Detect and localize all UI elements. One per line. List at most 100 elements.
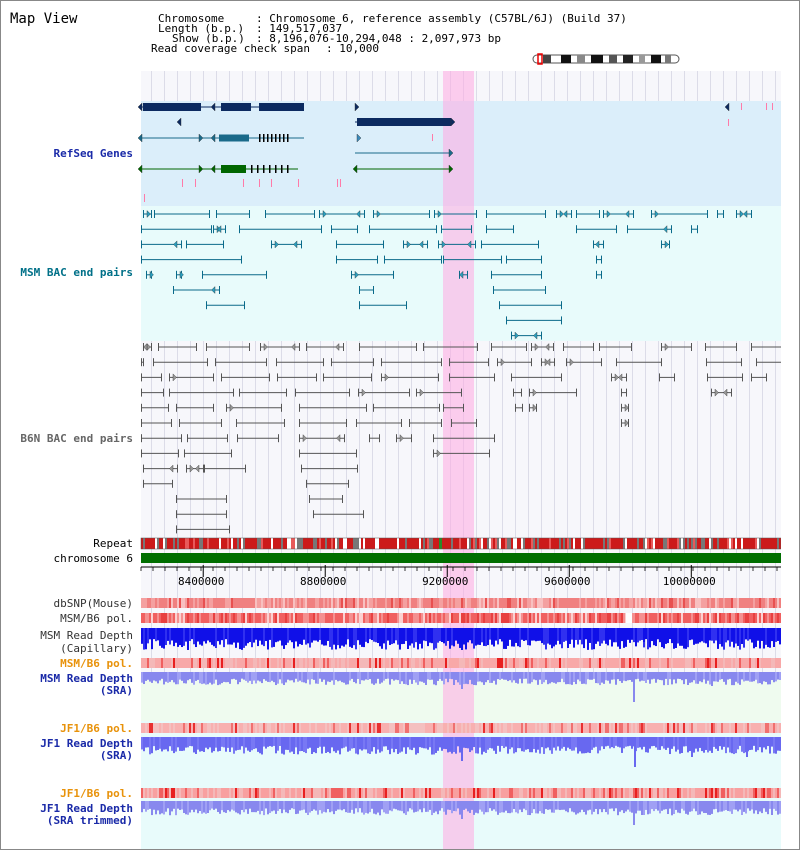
msm-cap-depth-bar [601, 628, 603, 644]
jf1-sra-depth-bar [383, 737, 385, 747]
msm-sra-depth-bar [659, 672, 661, 680]
label-dbsnp[interactable]: dbSNP(Mouse) [53, 597, 133, 610]
grid-line [762, 71, 763, 849]
jf1-trim-depth-bar [207, 801, 209, 813]
msm-pol-cell [581, 613, 583, 623]
dbsnp-cell [421, 598, 423, 608]
jf1-trim-depth-bar [197, 801, 199, 814]
gene-exon [275, 165, 277, 173]
jf1-pol2-cell [441, 788, 443, 798]
jf1-trim-depth-bar [543, 801, 545, 814]
msm-sra-depth-bar [597, 672, 599, 684]
b6n-bac-pair-end [358, 388, 359, 397]
msm-pol2-cell [525, 658, 527, 668]
msm-pol-cell [557, 613, 559, 623]
label-b6n-bac[interactable]: B6N BAC end pairs [20, 432, 133, 445]
msm-pol2-cell [255, 658, 257, 668]
label-chromosome[interactable]: chromosome 6 [53, 552, 133, 565]
msm-sra-depth-bar [549, 672, 551, 684]
jf1-pol2-cell [687, 788, 689, 798]
msm-sra-depth-bar [425, 672, 427, 685]
repeat-mark [557, 538, 559, 549]
label-jf1-b6-pol-1[interactable]: JF1/B6 pol. [60, 722, 133, 735]
repeat-mark [569, 538, 571, 549]
repeat-mark [363, 538, 365, 549]
msm-pol-cell [753, 613, 755, 623]
jf1-pol2-cell [189, 788, 191, 798]
jf1-sra-depth-bar [649, 737, 651, 749]
jf1-trim-depth-bar [447, 801, 449, 810]
jf1-trim-depth-bar [619, 801, 621, 812]
msm-sra-depth-bar [587, 672, 589, 680]
label-msm-b6-pol-1[interactable]: MSM/B6 pol. [60, 612, 133, 625]
repeat-mark [267, 538, 269, 549]
msm-pol-cell [151, 613, 153, 623]
jf1-pol-cell [745, 723, 747, 733]
grid-line [359, 71, 360, 849]
msm-cap-depth-bar [395, 628, 397, 641]
msm-sra-depth-bar [395, 672, 397, 680]
selected-region-highlight[interactable] [443, 71, 474, 849]
grid-line [684, 71, 685, 849]
jf1-pol2-cell [587, 788, 589, 798]
dbsnp-cell [669, 598, 671, 608]
msm-pol2-cell [487, 658, 489, 668]
jf1-trim-depth-bar [593, 801, 595, 812]
b6n-bac-pair-end [323, 373, 324, 382]
b6n-bac-pair-end [357, 464, 358, 473]
msm-sra-depth-bar [635, 672, 637, 680]
repeat-mark [209, 538, 211, 549]
msm-cap-depth-bar [745, 628, 747, 640]
jf1-trim-depth-bar [193, 801, 195, 813]
label-jf1-depth-trim-1[interactable]: JF1 Read Depth [40, 802, 133, 815]
dbsnp-cell [431, 598, 433, 608]
msm-pol-cell [235, 613, 237, 623]
strand-arrow [500, 358, 505, 367]
msm-pol2-cell [641, 658, 643, 668]
msm-pol-cell [279, 613, 281, 623]
snp-tick [243, 179, 244, 187]
label-repeat[interactable]: Repeat [93, 537, 133, 550]
msm-pol2-cell [557, 658, 559, 668]
msm-pol2-cell [301, 658, 303, 668]
jf1-trim-depth-bar [589, 801, 591, 810]
label-msm-depth-sra-1[interactable]: MSM Read Depth [40, 672, 133, 685]
label-msm-depth-capillary-1[interactable]: MSM Read Depth [40, 629, 133, 642]
jf1-pol-cell [253, 723, 255, 733]
jf1-trim-depth-bar [777, 801, 779, 815]
msm-cap-depth-bar [367, 628, 369, 644]
jf1-pol2-cell [151, 788, 153, 798]
repeat-mark [193, 538, 195, 549]
msm-pol2-cell [203, 658, 205, 668]
repeat-mark [365, 538, 367, 549]
msm-pol2-cell [185, 658, 187, 668]
msm-cap-depth-bar [405, 628, 407, 642]
b6n-bac-pair-end [359, 343, 360, 351]
strand-arrow [172, 373, 177, 382]
msm-pol2-cell [579, 658, 581, 668]
b6n-bac-pair-end [463, 403, 464, 412]
label-refseq-genes[interactable]: RefSeq Genes [53, 147, 133, 160]
label-jf1-depth-sra-1[interactable]: JF1 Read Depth [40, 737, 133, 750]
jf1-pol-cell [471, 723, 473, 733]
msm-pol-cell [439, 613, 441, 623]
jf1-pol2-cell [771, 788, 773, 798]
jf1-sra-depth-bar [393, 737, 395, 753]
jf1-pol-cell [227, 723, 229, 733]
msm-cap-depth-bar [733, 628, 735, 648]
msm-bac-pair-end [671, 225, 672, 234]
msm-pol2-cell [573, 658, 575, 668]
msm-cap-depth-bar [641, 628, 643, 640]
label-msm-b6-pol-2[interactable]: MSM/B6 pol. [60, 657, 133, 670]
b6n-bac-pair-end [295, 388, 296, 397]
length-value: : 149,517,037 [256, 22, 343, 35]
label-msm-bac[interactable]: MSM BAC end pairs [20, 266, 133, 279]
msm-cap-depth-bar [365, 628, 367, 642]
jf1-sra-depth-bar [281, 737, 283, 754]
b6n-bac-pair-end [176, 403, 177, 412]
label-jf1-b6-pol-2[interactable]: JF1/B6 pol. [60, 787, 133, 800]
jf1-trim-depth-bar [303, 801, 305, 810]
dbsnp-cell [235, 598, 237, 608]
chromosome-ideogram[interactable] [531, 53, 681, 65]
